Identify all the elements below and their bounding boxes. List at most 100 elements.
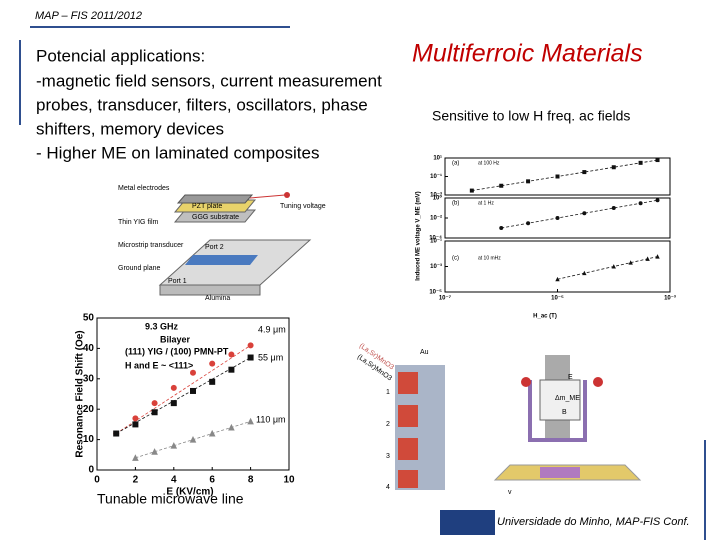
panel-label: (b) (452, 201, 459, 207)
point (170, 384, 177, 391)
layer-number: 4 (386, 484, 390, 491)
point (555, 216, 560, 220)
y-tick-label: 10⁻¹ (430, 173, 442, 180)
y-tick-label: 10⁻⁴ (429, 236, 442, 242)
y-tick-label: 20 (83, 404, 95, 415)
point (151, 448, 158, 455)
point (208, 429, 216, 437)
point (638, 201, 643, 206)
y-tick-label: 10 (83, 434, 95, 445)
ggg-substrate (173, 209, 257, 223)
point (132, 421, 139, 428)
point (628, 260, 633, 265)
point (190, 387, 196, 394)
device-figure: Metal electrodes Thin YIG film Microstri… (118, 185, 326, 302)
y-tick-label: 10⁻³ (430, 263, 442, 270)
applications-line: -magnetic field sensors, current measure… (36, 71, 382, 90)
point (526, 221, 531, 226)
annotation: 9.3 GHz (145, 321, 179, 331)
layer-number: 1 (386, 389, 390, 396)
x-tick-label: 10⁻⁵ (551, 296, 564, 302)
x-tick-label: 4 (171, 475, 177, 486)
device-label: Port 1 (168, 278, 187, 285)
point (247, 342, 254, 349)
x-tick-label: 2 (133, 475, 139, 486)
device-label: Tuning voltage (280, 203, 326, 210)
plot-frame (96, 317, 290, 471)
layer-figure: (La,Sr)MnO3 Au (La,Sr)MnO3 1 2 3 4 (356, 342, 445, 491)
antenna-label: Δm_ME (555, 395, 580, 402)
layer (398, 470, 418, 488)
annotation: (111) YIG / (100) PMN-PT (125, 346, 229, 356)
series-label: at 1 Hz (478, 200, 494, 206)
terminal (284, 192, 290, 198)
point (645, 256, 650, 261)
y-tick-label: 10⁻³ (430, 192, 442, 199)
point (170, 442, 178, 449)
electrode-minus (521, 377, 531, 387)
y-tick-label: 10⁻⁵ (429, 290, 442, 296)
chart: 10⁰ 10⁻² 10⁻⁴ (b) at 1 Hz (429, 195, 671, 242)
point (469, 188, 474, 193)
x-tick-label: 6 (209, 475, 215, 486)
point (555, 174, 560, 179)
y-tick-label: 50 (83, 313, 95, 324)
flux-loop (528, 380, 587, 442)
strip-pattern (540, 467, 580, 478)
series-label: at 100 Hz (478, 160, 500, 166)
series-label: at 10 mHz (478, 255, 501, 261)
antenna-figure: E Δm_ME B v (493, 355, 642, 496)
y-axis-label: Induced ME voltage V_ME (mV) (416, 191, 422, 280)
x-axis-label: H_ac (T) (533, 314, 557, 320)
applications-line: probes, transducer, filters, oscillators… (36, 95, 368, 114)
footer: Universidade do Minho, MAP-FIS Conf. (497, 516, 690, 528)
header: MAP – FIS 2011/2012 (35, 10, 142, 22)
layer-label: Au (420, 349, 429, 356)
y-tick-label: 10¹ (433, 155, 442, 162)
point (582, 170, 587, 175)
point (209, 360, 216, 367)
y-tick-label: 10⁻² (430, 215, 442, 222)
point (228, 423, 235, 431)
series-label: 4.9 μm (258, 324, 286, 334)
point (132, 415, 139, 422)
y-tick-label: 0 (88, 465, 94, 476)
trend-line (501, 199, 658, 229)
device-label: PZT plate (192, 203, 222, 210)
y-tick-label: 30 (83, 373, 95, 384)
series-label: 110 μm (256, 414, 286, 424)
point (526, 179, 531, 184)
device-label: Alumina (205, 295, 230, 302)
plot-frame (444, 240, 671, 293)
point (611, 264, 616, 269)
point (655, 158, 660, 163)
metal-electrode (176, 194, 254, 204)
antenna-label: v (508, 489, 512, 496)
core-box (539, 379, 581, 421)
point (228, 366, 235, 373)
alumina-edge (159, 284, 261, 296)
device-label: Thin YIG film (118, 219, 158, 226)
point (611, 206, 616, 210)
layer (398, 372, 418, 394)
trend-line (116, 357, 251, 434)
point (189, 436, 197, 443)
x-tick-label: 8 (248, 475, 254, 486)
point (228, 351, 235, 358)
panel-label: (c) (452, 256, 459, 262)
applications-line: - Higher ME on laminated composites (36, 143, 319, 162)
point (499, 183, 504, 188)
point (582, 211, 587, 216)
electrode-plus (593, 377, 603, 387)
layer-number: 3 (386, 453, 390, 460)
device-label: Metal electrodes (118, 185, 170, 192)
x-tick-label: 10 (283, 475, 295, 486)
chart: 0 10 20 30 40 50 0 2 4 6 8 10 E (KV/cm) Resonance Fie… (75, 313, 295, 498)
point (611, 165, 616, 170)
layer (398, 405, 418, 427)
y-tick-label: 40 (83, 343, 95, 354)
point (582, 270, 587, 276)
y-tick-label: 10⁻¹ (430, 238, 442, 245)
chart: 10⁻¹10⁻³10⁻⁵10⁻⁷ 10⁻⁵ 10⁻³H_ac (T)(c) at 10… (429, 238, 676, 320)
